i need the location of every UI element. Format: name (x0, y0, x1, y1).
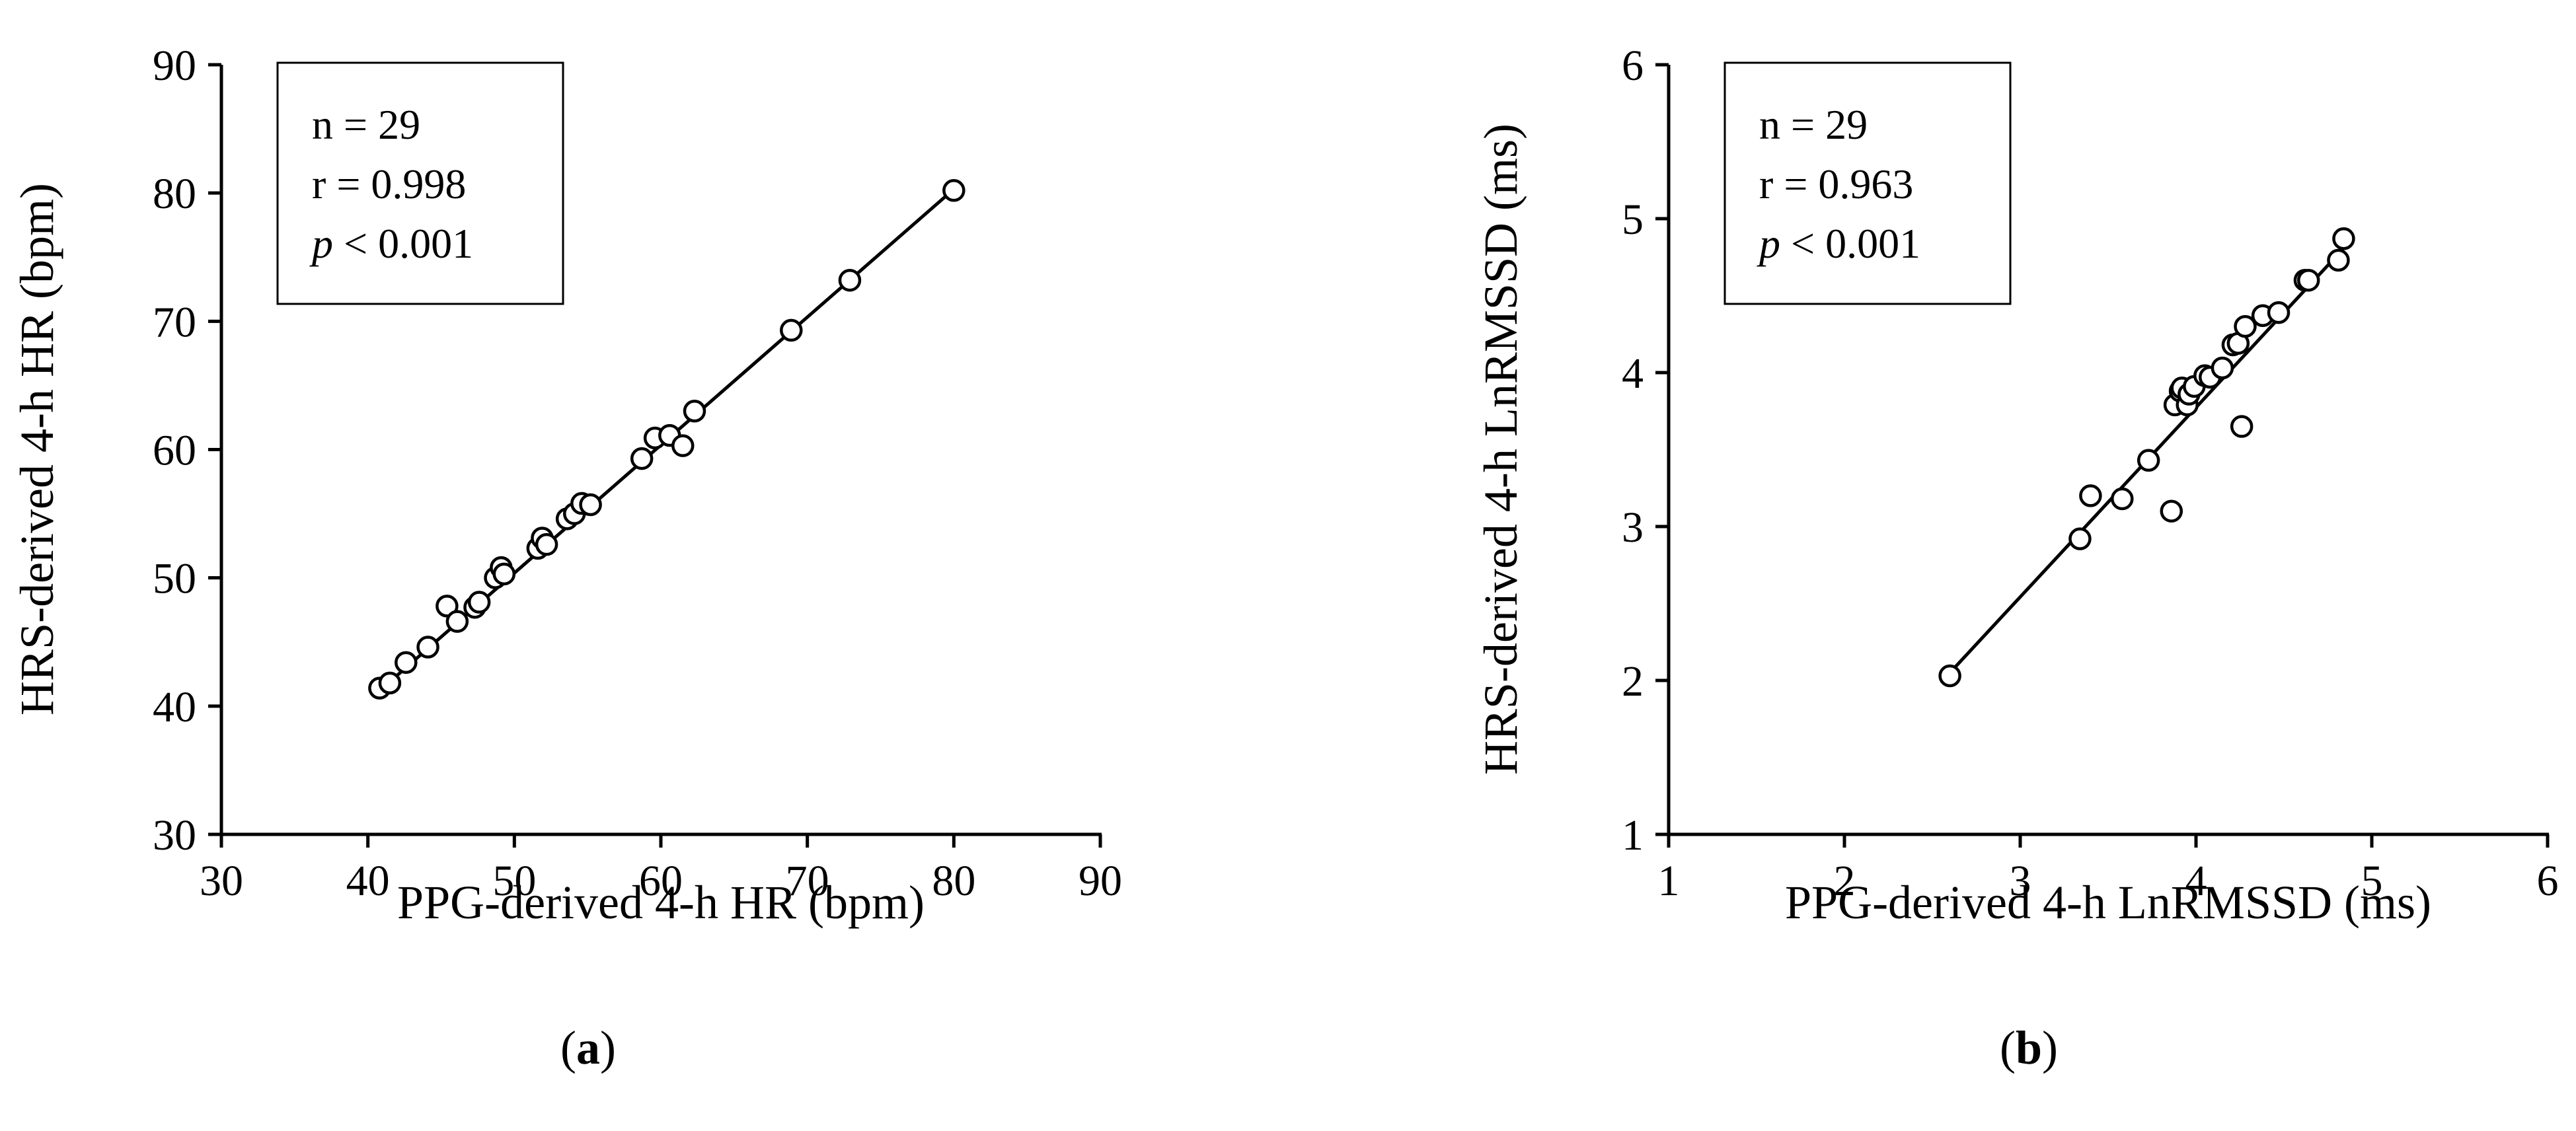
data-point (395, 651, 418, 675)
y-tick-label: 6 (1622, 42, 1644, 90)
stats-box (1724, 61, 2012, 305)
x-tick-label: 2 (1834, 857, 1856, 905)
stat-p: p < 0.001 (1757, 220, 1920, 267)
stat-p-symbol: p (1757, 220, 1780, 267)
data-point (416, 636, 439, 659)
y-tick-label: 60 (153, 427, 196, 475)
data-point (2296, 268, 2320, 292)
x-tick-label: 5 (2361, 857, 2383, 905)
panel-label-close-paren: ) (2042, 1021, 2058, 1074)
panel-a: 30 40 50 60 70 80 90 30 40 50 60 70 80 90 PPG-derived … (11, 42, 1122, 1074)
data-point (2111, 487, 2134, 511)
x-tick-label: 6 (2537, 857, 2559, 905)
data-point (492, 562, 516, 586)
x-tick-label: 3 (2010, 857, 2031, 905)
panel-label-open-paren: ( (2000, 1021, 2016, 1074)
data-point (2160, 499, 2183, 523)
data-point (2137, 449, 2160, 472)
y-tick-label: 3 (1622, 503, 1644, 552)
x-tick-label: 80 (932, 857, 975, 905)
y-tick-label: 1 (1622, 811, 1644, 859)
y-tick-label: 2 (1622, 657, 1644, 706)
stat-r: r = 0.998 (312, 161, 466, 207)
data-point (2327, 248, 2350, 272)
stat-p-value: < 0.001 (1780, 220, 1920, 267)
data-point (436, 595, 459, 618)
panel-label-close-paren: ) (600, 1021, 616, 1074)
x-tick-label: 50 (492, 857, 536, 905)
data-point (2230, 415, 2254, 438)
y-tick-label: 40 (153, 683, 196, 731)
y-tick-label: 70 (153, 298, 196, 346)
x-tick-label: 30 (200, 857, 243, 905)
data-point (671, 434, 695, 457)
stat-n: n = 29 (1759, 101, 1868, 148)
x-tick-label: 90 (1079, 857, 1122, 905)
x-tick-label: 4 (2185, 857, 2207, 905)
y-tick-label: 80 (153, 170, 196, 218)
stat-p: p < 0.001 (309, 220, 473, 267)
x-tick-label: 70 (786, 857, 829, 905)
data-point (445, 610, 469, 633)
data-point (2211, 356, 2234, 380)
data-point (535, 532, 558, 556)
data-point (2068, 527, 2092, 550)
stat-r: r = 0.963 (1759, 161, 1913, 207)
y-axis-title: HRS-derived 4-h HR (bpm) (11, 183, 63, 715)
panel-label: (a) (560, 1021, 616, 1074)
data-point (2234, 314, 2257, 338)
stat-n: n = 29 (312, 101, 420, 148)
panel-label-letter: b (2016, 1021, 2042, 1074)
panel-b: 1 2 3 4 5 6 1 2 3 4 5 6 PPG-derived 4-h LnRMSSD (ms)… (1474, 42, 2559, 1074)
data-point (2332, 227, 2355, 250)
y-tick-label: 90 (153, 42, 196, 90)
stat-p-symbol: p (309, 220, 333, 267)
x-tick-label: 1 (1658, 857, 1680, 905)
stat-p-value: < 0.001 (333, 220, 473, 267)
y-tick-label: 4 (1622, 349, 1644, 398)
panel-label: (b) (2000, 1021, 2058, 1074)
y-axis-title: HRS-derived 4-h LnRMSSD (ms) (1474, 124, 1527, 775)
data-point (838, 268, 862, 292)
x-tick-label: 40 (346, 857, 390, 905)
data-point (1938, 664, 1961, 688)
data-point (579, 493, 602, 517)
data-point (630, 447, 654, 470)
x-axis-title: PPG-derived 4-h HR (bpm) (397, 876, 925, 929)
data-point (2079, 484, 2102, 507)
data-point (467, 591, 491, 614)
x-axis-title: PPG-derived 4-h LnRMSSD (ms) (1785, 876, 2431, 929)
stats-box (276, 61, 564, 305)
data-point (378, 671, 402, 695)
panel-label-open-paren: ( (560, 1021, 576, 1074)
data-point (2267, 301, 2291, 324)
data-point (942, 179, 966, 202)
y-tick-label: 30 (153, 811, 196, 859)
y-tick-label: 50 (153, 555, 196, 603)
data-point (780, 318, 803, 342)
data-point (683, 400, 706, 423)
panel-label-letter: a (576, 1021, 600, 1074)
y-tick-label: 5 (1622, 196, 1644, 244)
x-tick-label: 60 (639, 857, 683, 905)
